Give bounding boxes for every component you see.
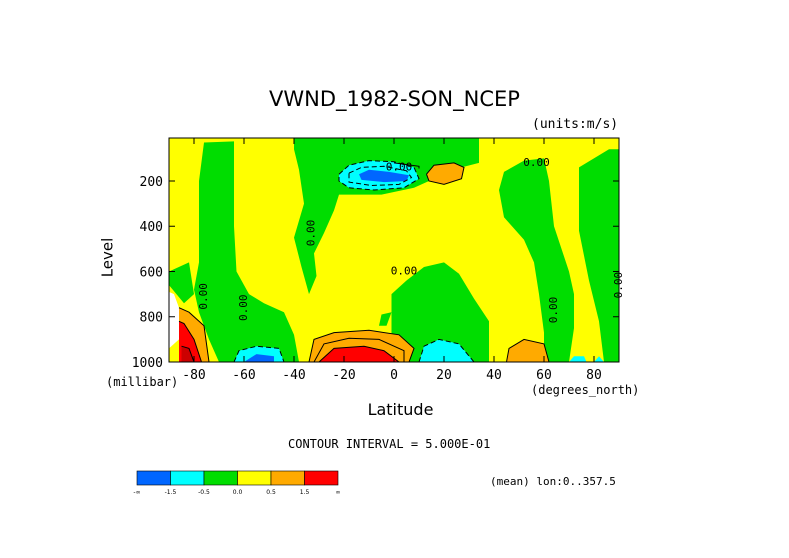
mean-longitude-note: (mean) lon:0..357.5 xyxy=(490,475,616,488)
contour-line xyxy=(348,165,413,187)
contour-label: 0.00 xyxy=(523,156,550,169)
contour-line xyxy=(233,345,285,362)
contour-label: 0.00 xyxy=(612,272,625,299)
y-tick-label: 600 xyxy=(140,265,163,280)
contour-line xyxy=(426,162,465,185)
legend-swatch xyxy=(170,470,205,486)
y-tick-label: 800 xyxy=(140,311,163,326)
contour-label: 0.00 xyxy=(386,160,413,173)
region-neg-nh-mid xyxy=(499,158,574,362)
x-tick-label: 40 xyxy=(486,368,502,383)
legend-swatch xyxy=(304,470,339,486)
contour-line xyxy=(178,320,202,362)
region-cyan-low-nh2 xyxy=(594,356,604,362)
contour-line xyxy=(181,345,195,362)
region-neg-polar-sh-edge xyxy=(169,262,194,304)
units-note: (units:m/s) xyxy=(532,117,619,132)
contour-line xyxy=(313,337,405,362)
contour-interval-note: CONTOUR INTERVAL = 5.000E-01 xyxy=(288,437,491,451)
x-axis-label: Latitude xyxy=(367,400,434,419)
y-tick-label: 400 xyxy=(140,220,163,235)
contour-label: 0.00 xyxy=(237,294,250,321)
region-neg-band-sh xyxy=(194,141,299,362)
x-tick-label: 60 xyxy=(536,368,552,383)
legend-label: -1.5 xyxy=(165,489,177,496)
region-cyan-low-nh xyxy=(569,356,587,362)
contour-line xyxy=(506,338,550,362)
x-tick-label: 80 xyxy=(586,368,602,383)
x-tick-label: -40 xyxy=(282,368,305,383)
region-orange-upper-nh xyxy=(426,162,464,185)
x-tick-label: -60 xyxy=(232,368,255,383)
region-red-low-mid xyxy=(319,346,399,362)
x-tick-label: 20 xyxy=(436,368,452,383)
y-axis-unit: (millibar) xyxy=(106,375,179,389)
contour-label: 0.00 xyxy=(197,283,210,310)
chart-title: VWND_1982-SON_NCEP xyxy=(269,87,520,111)
legend-swatch xyxy=(136,470,171,486)
region-jet-blue xyxy=(359,169,409,183)
contour-label: 0.00 xyxy=(547,297,560,324)
plot-area xyxy=(169,138,619,362)
region-neg-small-low xyxy=(379,312,392,326)
contour-line xyxy=(178,307,210,362)
contour-line xyxy=(418,338,475,362)
region-blue-low-sh xyxy=(244,354,274,362)
contour-line xyxy=(318,345,400,362)
x-axis-unit: (degrees_north) xyxy=(531,383,640,397)
y-tick-label: 1000 xyxy=(132,356,163,371)
region-neg-nh-polar xyxy=(579,149,619,362)
legend-label: -∞ xyxy=(133,489,140,496)
x-tick-label: -80 xyxy=(182,368,205,383)
region-red-polar-sh-dark xyxy=(181,346,194,362)
legend-swatch xyxy=(270,470,305,486)
contour-label: 0.00 xyxy=(305,220,318,247)
legend-label: -0.5 xyxy=(198,489,210,496)
legend-swatch xyxy=(237,470,272,486)
region-neg-tropics-lower xyxy=(391,262,489,362)
legend-label: ∞ xyxy=(336,489,341,496)
region-white-polar-sh xyxy=(169,291,179,349)
legend-swatch xyxy=(203,470,238,486)
contour-line xyxy=(308,329,415,362)
legend-label: 0.0 xyxy=(233,489,243,496)
legend-label: 1.5 xyxy=(300,489,310,496)
region-orange-low-nh xyxy=(506,339,549,362)
x-tick-label: -20 xyxy=(332,368,355,383)
x-tick-label: 0 xyxy=(390,368,398,383)
contour-line xyxy=(338,160,420,191)
region-cyan-low-trop xyxy=(419,339,474,362)
y-tick-label: 200 xyxy=(140,175,163,190)
contour-label: 0.00 xyxy=(391,264,418,277)
legend-label: 0.5 xyxy=(266,489,276,496)
